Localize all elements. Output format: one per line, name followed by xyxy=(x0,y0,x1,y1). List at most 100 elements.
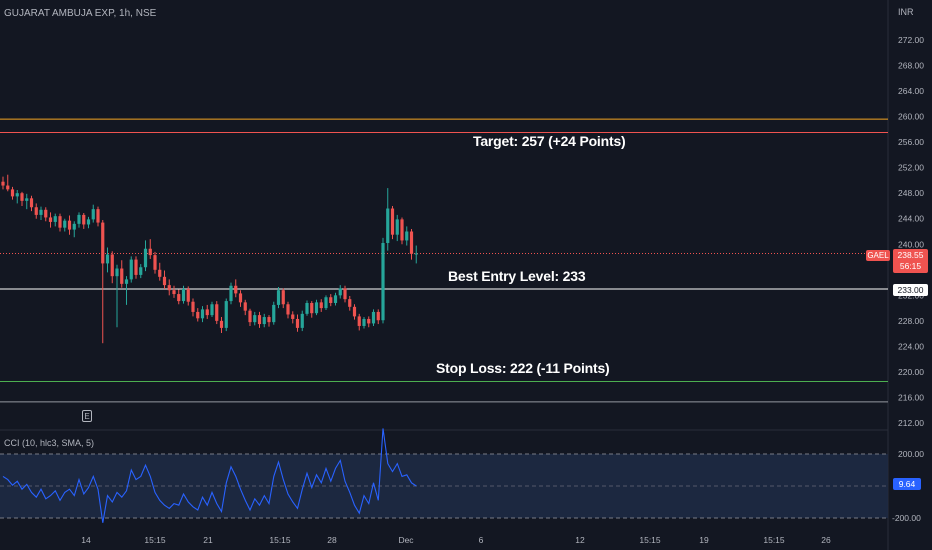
candle-body xyxy=(291,314,295,319)
candle-body xyxy=(143,248,148,268)
candle-body xyxy=(48,217,53,222)
candle-body xyxy=(329,297,333,303)
candle-body xyxy=(63,220,67,228)
symbol-tag-label: GAEL xyxy=(867,251,889,260)
indicator-label[interactable]: CCI (10, hlc3, SMA, 5) xyxy=(4,438,95,448)
candle-body xyxy=(191,301,195,312)
candle-body xyxy=(6,185,10,190)
candle-body xyxy=(167,285,171,291)
candle-body xyxy=(272,304,276,323)
candle-body xyxy=(276,290,281,305)
stop-annotation: Stop Loss: 222 (-11 Points) xyxy=(436,360,610,376)
candle-body xyxy=(305,302,309,314)
x-tick-label: 15:15 xyxy=(763,535,785,545)
candle-body xyxy=(82,214,86,225)
y-tick-label: 216.00 xyxy=(898,392,924,402)
symbol-title: GUJARAT AMBUJA EXP, 1h, NSE xyxy=(4,8,157,19)
candle-body xyxy=(110,254,114,277)
candle-body xyxy=(295,318,300,328)
candle-body xyxy=(324,297,328,309)
x-tick-label: 14 xyxy=(81,535,91,545)
candle-body xyxy=(162,276,167,286)
candle-body xyxy=(234,285,238,294)
candle-body xyxy=(101,222,105,264)
y-tick-label: 240.00 xyxy=(898,239,924,249)
candle-body xyxy=(124,279,129,284)
candle-body xyxy=(310,302,314,314)
candle-body xyxy=(177,294,181,302)
candle-body xyxy=(405,231,409,241)
y-tick-label: 228.00 xyxy=(898,316,924,326)
candle-body xyxy=(386,208,390,243)
candle-body xyxy=(25,198,29,201)
candle-body xyxy=(105,254,110,264)
candle-body xyxy=(333,295,338,303)
candle-body xyxy=(20,193,24,201)
y-tick-label: 268.00 xyxy=(898,61,924,71)
candle-body xyxy=(267,317,271,323)
cci-value-tag: 9.64 xyxy=(893,478,921,490)
candle-body xyxy=(286,304,290,315)
candle-body xyxy=(34,207,38,215)
e-marker[interactable]: E xyxy=(82,410,92,422)
candle-body xyxy=(77,214,81,224)
candle-body xyxy=(409,231,414,254)
candle-body xyxy=(196,311,200,319)
candle-body xyxy=(314,302,319,314)
candle-body xyxy=(205,309,209,316)
candle-body xyxy=(29,198,34,208)
y-tick-label: 212.00 xyxy=(898,418,924,428)
x-tick-label: 21 xyxy=(203,535,213,545)
candle-body xyxy=(86,219,91,225)
cci-upper-label: 200.00 xyxy=(898,449,924,459)
x-tick-label: 15:15 xyxy=(144,535,166,545)
candle-body xyxy=(72,223,76,230)
entry-price-value: 233.00 xyxy=(897,285,924,295)
candle-body xyxy=(215,304,219,321)
candle-body xyxy=(53,216,57,222)
currency-label: INR xyxy=(898,7,914,17)
cci-line xyxy=(2,428,417,523)
candles-group xyxy=(1,174,418,344)
candle-body xyxy=(319,302,323,309)
candle-body xyxy=(58,216,62,228)
candle-body xyxy=(367,318,371,324)
x-tick-label: 12 xyxy=(575,535,585,545)
candle-body xyxy=(376,311,380,321)
candle-body xyxy=(148,248,152,256)
x-tick-label: 15:15 xyxy=(639,535,661,545)
last-price-value: 238.55 xyxy=(897,250,924,260)
y-tick-label: 244.00 xyxy=(898,214,924,224)
candle-body xyxy=(395,219,399,235)
target-annotation: Target: 257 (+24 Points) xyxy=(473,133,626,149)
candle-body xyxy=(362,318,366,326)
x-tick-label: 6 xyxy=(479,535,484,545)
candle-body xyxy=(243,302,247,311)
candle-body xyxy=(200,309,205,319)
candle-body xyxy=(390,208,395,235)
entry-annotation: Best Entry Level: 233 xyxy=(448,268,586,284)
y-tick-label: 252.00 xyxy=(898,163,924,173)
candle-body xyxy=(224,301,228,328)
y-tick-label: 260.00 xyxy=(898,112,924,122)
candle-body xyxy=(158,269,162,277)
y-tick-label: 248.00 xyxy=(898,188,924,198)
y-tick-label: 272.00 xyxy=(898,35,924,45)
candle-body xyxy=(357,316,361,326)
candle-body xyxy=(67,220,72,230)
candle-body xyxy=(115,268,119,277)
candle-body xyxy=(10,189,15,197)
candle-body xyxy=(281,290,285,305)
cci-lower-label: -200.00 xyxy=(892,513,921,523)
y-tick-label: 220.00 xyxy=(898,367,924,377)
candle-body xyxy=(248,310,252,323)
candle-body xyxy=(338,288,342,296)
y-tick-label: 224.00 xyxy=(898,341,924,351)
candle-body xyxy=(300,313,304,328)
candle-body xyxy=(139,267,143,275)
x-tick-label: 28 xyxy=(327,535,337,545)
candle-body xyxy=(91,209,95,220)
candle-body xyxy=(15,193,19,197)
candle-body xyxy=(348,299,352,307)
